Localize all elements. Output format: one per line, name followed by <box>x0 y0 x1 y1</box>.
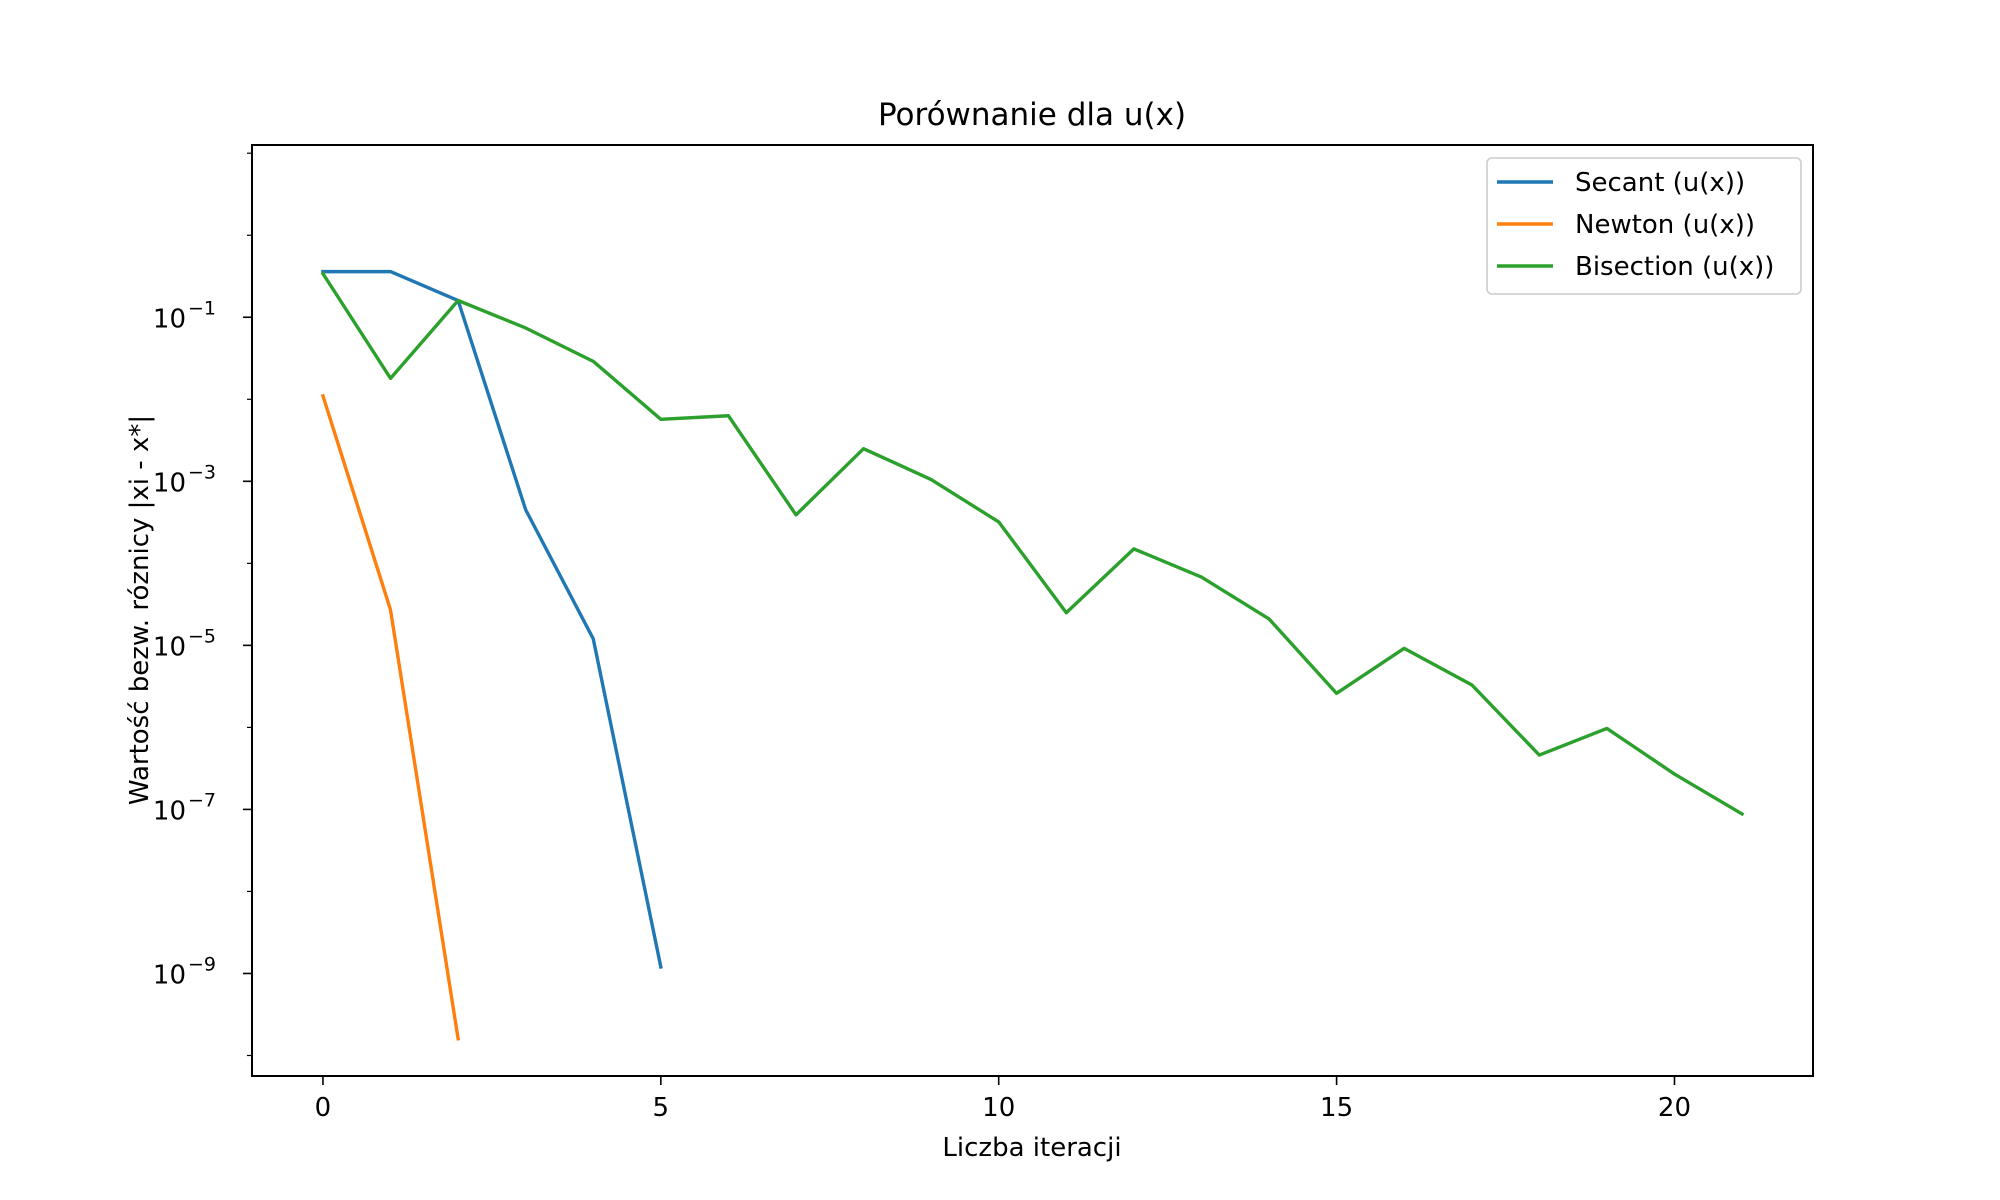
y-tick-exponent: −1 <box>188 297 216 319</box>
x-tick-label: 0 <box>315 1093 332 1123</box>
plot-background <box>252 145 1813 1076</box>
series-line-1 <box>320 393 461 1041</box>
series-line-0 <box>321 269 663 969</box>
legend-label-0: Secant (u(x)) <box>1575 168 1745 198</box>
series-layer <box>320 269 1745 1041</box>
y-tick-label: 10 <box>153 960 186 990</box>
x-tick-label: 15 <box>1320 1093 1353 1123</box>
legend-label-1: Newton (u(x)) <box>1575 210 1755 240</box>
chart-title: Porównanie dla u(x) <box>878 97 1186 133</box>
y-tick-exponent: −3 <box>188 461 216 483</box>
x-tick-label: 20 <box>1658 1093 1691 1123</box>
y-tick-label: 10 <box>153 796 186 826</box>
y-tick-exponent: −5 <box>188 625 216 647</box>
y-tick-label: 10 <box>153 632 186 662</box>
x-tick-label: 10 <box>982 1093 1015 1123</box>
legend: Secant (u(x)) Newton (u(x)) Bisection (u(x… <box>1486 157 1802 295</box>
y-tick-label: 10 <box>153 468 186 498</box>
y-tick-exponent: −7 <box>188 789 216 811</box>
series-line-2 <box>320 271 1745 817</box>
plot-frame <box>251 144 1814 1077</box>
x-tick-label: 5 <box>653 1093 670 1123</box>
x-axis: 0 5 10 15 20 <box>315 1076 1691 1123</box>
y-tick-exponent: −9 <box>188 953 216 975</box>
x-axis-label: Liczba iteracji <box>942 1133 1121 1163</box>
legend-box <box>1486 157 1802 295</box>
plot-area <box>251 144 1814 1077</box>
y-axis: 10−910−710−510−310−1 <box>153 152 252 1057</box>
y-tick-label: 10 <box>153 304 186 334</box>
legend-label-2: Bisection (u(x)) <box>1575 252 1774 282</box>
y-axis-label: Wartość bezw. róznicy |xi - x*| <box>125 415 155 805</box>
